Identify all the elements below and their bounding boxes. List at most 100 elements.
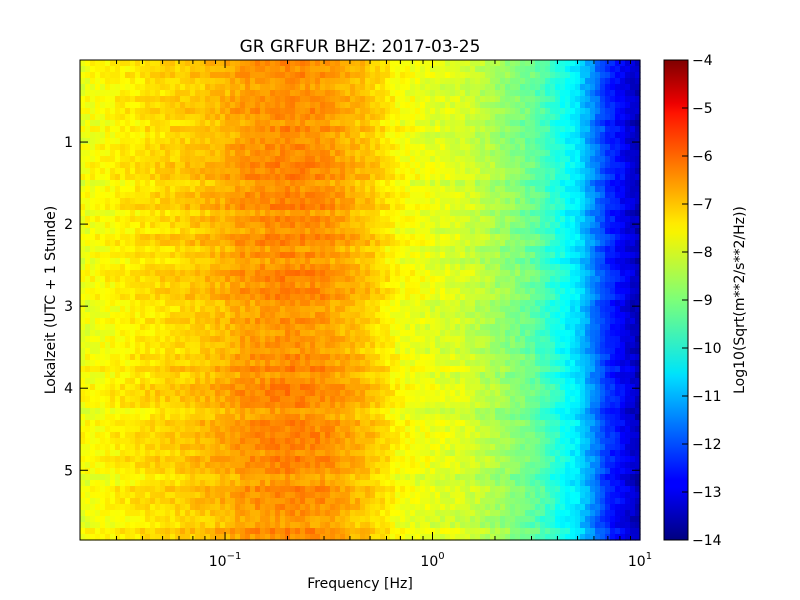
heatmap-cell: [315, 96, 321, 103]
heatmap-cell: [440, 114, 446, 121]
heatmap-cell: [325, 192, 331, 199]
heatmap-cell: [330, 294, 336, 301]
heatmap-cell: [85, 312, 91, 319]
heatmap-cell: [455, 300, 461, 307]
heatmap-cell: [605, 120, 611, 127]
heatmap-cell: [80, 204, 86, 211]
heatmap-cell: [95, 204, 101, 211]
heatmap-cell: [605, 84, 611, 91]
heatmap-cell: [90, 66, 96, 73]
heatmap-cell: [630, 246, 636, 253]
heatmap-cell: [135, 198, 141, 205]
heatmap-cell: [275, 132, 281, 139]
heatmap-cell: [320, 258, 326, 265]
heatmap-cell: [280, 150, 286, 157]
heatmap-cell: [250, 180, 256, 187]
heatmap-cell: [320, 114, 326, 121]
heatmap-cell: [510, 216, 516, 223]
heatmap-cell: [515, 312, 521, 319]
heatmap-cell: [385, 324, 391, 331]
heatmap-cell: [440, 78, 446, 85]
heatmap-cell: [360, 306, 366, 313]
heatmap-cell: [550, 66, 556, 73]
heatmap-cell: [250, 312, 256, 319]
heatmap-cell: [270, 138, 276, 145]
heatmap-cell: [235, 96, 241, 103]
heatmap-cell: [325, 126, 331, 133]
heatmap-cell: [180, 162, 186, 169]
heatmap-cell: [530, 312, 536, 319]
heatmap-cell: [80, 156, 86, 163]
heatmap-cell: [340, 246, 346, 253]
heatmap-cell: [240, 138, 246, 145]
heatmap-cell: [535, 270, 541, 277]
heatmap-cell: [265, 264, 271, 271]
heatmap-cell: [365, 234, 371, 241]
heatmap-cell: [300, 234, 306, 241]
heatmap-cell: [95, 294, 101, 301]
heatmap-cell: [120, 276, 126, 283]
heatmap-cell: [540, 210, 546, 217]
heatmap-cell: [330, 144, 336, 151]
heatmap-cell: [220, 252, 226, 259]
heatmap-cell: [535, 168, 541, 175]
heatmap-cell: [630, 312, 636, 319]
heatmap-cell: [410, 78, 416, 85]
heatmap-cell: [95, 72, 101, 79]
heatmap-cell: [295, 300, 301, 307]
heatmap-cell: [240, 60, 246, 67]
heatmap-cell: [555, 168, 561, 175]
heatmap-cell: [540, 288, 546, 295]
heatmap-cell: [250, 282, 256, 289]
heatmap-cell: [185, 198, 191, 205]
heatmap-cell: [430, 96, 436, 103]
heatmap-cell: [500, 228, 506, 235]
heatmap-cell: [575, 150, 581, 157]
heatmap-cell: [155, 102, 161, 109]
heatmap-cell: [100, 108, 106, 115]
heatmap-cell: [160, 90, 166, 97]
heatmap-cell: [360, 252, 366, 259]
heatmap-cell: [200, 102, 206, 109]
heatmap-cell: [615, 96, 621, 103]
heatmap-cell: [150, 240, 156, 247]
heatmap-cell: [160, 258, 166, 265]
heatmap-cell: [250, 84, 256, 91]
heatmap-cell: [150, 138, 156, 145]
heatmap-cell: [390, 150, 396, 157]
heatmap-cell: [240, 264, 246, 271]
heatmap-cell: [260, 258, 266, 265]
heatmap-cell: [240, 216, 246, 223]
heatmap-cell: [270, 144, 276, 151]
heatmap-cell: [455, 144, 461, 151]
heatmap-cell: [505, 186, 511, 193]
heatmap-cell: [560, 210, 566, 217]
heatmap-cell: [370, 132, 376, 139]
heatmap-cell: [605, 300, 611, 307]
heatmap-cell: [215, 318, 221, 325]
heatmap-cell: [345, 132, 351, 139]
heatmap-cell: [150, 66, 156, 73]
heatmap-cell: [550, 132, 556, 139]
heatmap-cell: [450, 204, 456, 211]
heatmap-cell: [435, 126, 441, 133]
heatmap-cell: [445, 60, 451, 67]
heatmap-cell: [400, 240, 406, 247]
heatmap-cell: [615, 84, 621, 91]
heatmap-cell: [460, 90, 466, 97]
heatmap-cell: [330, 240, 336, 247]
heatmap-cell: [95, 174, 101, 181]
heatmap-cell: [195, 204, 201, 211]
heatmap-cell: [500, 186, 506, 193]
heatmap-cell: [515, 132, 521, 139]
heatmap-cell: [505, 84, 511, 91]
heatmap-cell: [85, 144, 91, 151]
heatmap-cell: [370, 300, 376, 307]
heatmap-cell: [185, 132, 191, 139]
heatmap-cell: [135, 216, 141, 223]
heatmap-cell: [155, 126, 161, 133]
heatmap-cell: [505, 252, 511, 259]
heatmap-cell: [400, 234, 406, 241]
heatmap-cell: [510, 264, 516, 271]
heatmap-cell: [620, 264, 626, 271]
